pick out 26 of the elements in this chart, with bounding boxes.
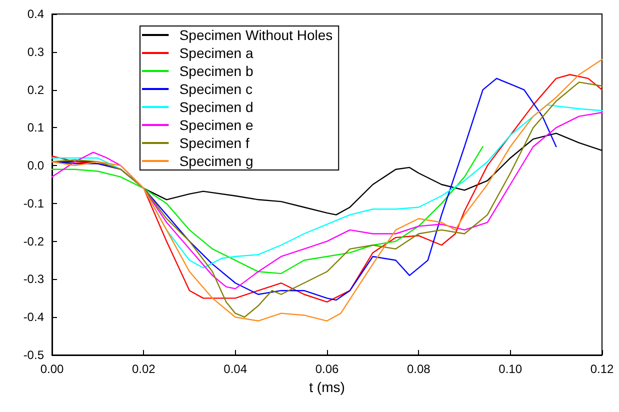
x-tick-label: 0.12 (590, 362, 614, 376)
y-tick-label: 0.4 (27, 7, 44, 21)
x-tick-label: 0.04 (224, 362, 248, 376)
y-tick-label: -0.4 (23, 310, 44, 324)
legend-label: Specimen f (179, 135, 250, 151)
x-tick-label: 0.00 (40, 362, 64, 376)
legend-label: Specimen Without Holes (179, 27, 333, 43)
y-tick-label: -0.5 (23, 348, 44, 362)
y-tick-label: 0.0 (27, 158, 44, 173)
x-axis-title: t (ms) (309, 378, 345, 395)
legend-label: Specimen e (179, 117, 254, 133)
y-tick-label: 0.2 (27, 82, 44, 97)
y-tick-label: -0.1 (23, 196, 44, 210)
legend-label: Specimen d (179, 99, 254, 115)
legend-label: Specimen c (179, 81, 252, 97)
x-tick-label: 0.06 (315, 362, 339, 376)
y-tick-label: 0.1 (27, 120, 44, 135)
x-tick-label: 0.02 (132, 362, 156, 376)
x-tick-label: 0.08 (406, 362, 431, 376)
y-tick-label: -0.2 (23, 234, 44, 248)
legend-label: Specimen b (179, 63, 254, 79)
legend-label: Specimen g (179, 153, 254, 169)
y-tick-label: -0.3 (23, 272, 44, 286)
legend-label: Specimen a (179, 45, 254, 61)
y-tick-label: 0.3 (27, 44, 44, 59)
x-tick-label: 0.10 (498, 362, 522, 376)
